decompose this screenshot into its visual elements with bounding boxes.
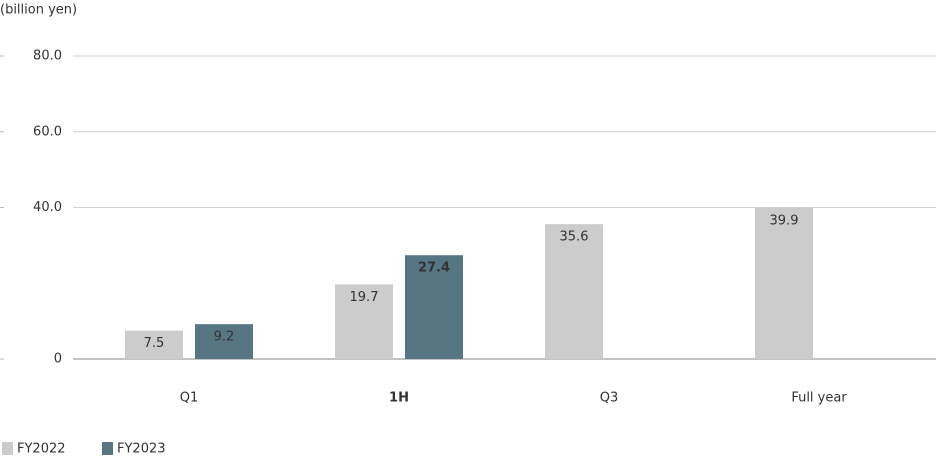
y-tick-label: 60.0 [33, 124, 62, 139]
x-tick-label: Full year [791, 391, 847, 406]
y-tick-label: 80.0 [33, 49, 62, 64]
bar [335, 284, 393, 359]
legend-swatch [2, 442, 13, 455]
x-tick-label: 1H [389, 391, 409, 406]
bar [195, 324, 253, 359]
bar [545, 224, 603, 359]
data-label: 7.5 [144, 336, 165, 351]
y-tick-label: 40.0 [33, 200, 62, 215]
y-axis-label: (billion yen) [0, 3, 77, 18]
data-label: 39.9 [770, 213, 799, 228]
bar [405, 255, 463, 359]
data-label: 9.2 [214, 330, 235, 345]
x-tick-label: Q3 [600, 391, 619, 406]
bar [755, 207, 813, 359]
data-label: 35.6 [560, 230, 589, 245]
data-label: 19.7 [350, 290, 379, 305]
bar [125, 330, 183, 359]
x-tick-label: Q1 [180, 391, 199, 406]
y-tick-label: 0 [54, 352, 62, 367]
legend-label: FY2023 [117, 442, 166, 456]
legend-label: FY2022 [17, 442, 66, 456]
data-label: 27.4 [418, 261, 450, 276]
legend-swatch [102, 442, 113, 455]
